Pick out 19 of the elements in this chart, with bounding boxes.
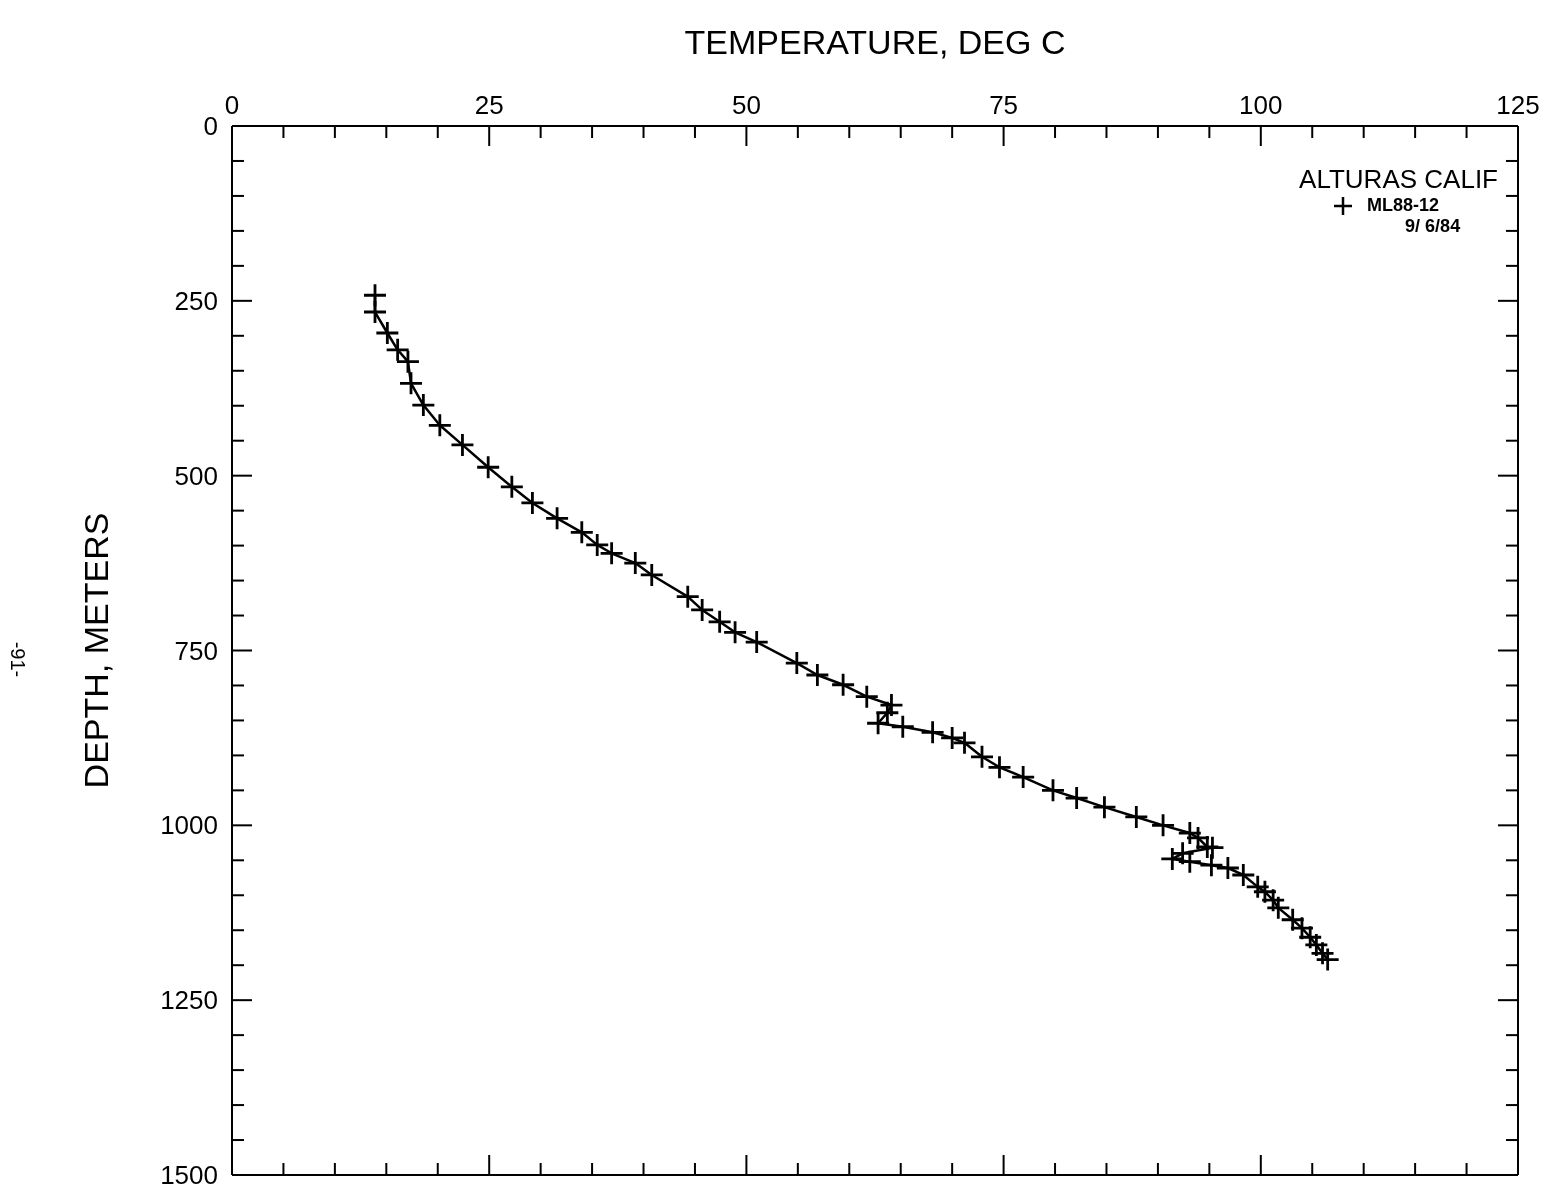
y-tick-label: 1000 [160, 810, 218, 841]
y-tick-label: 250 [174, 285, 218, 316]
x-tick-label: 0 [224, 90, 240, 120]
y-tick-label: 1250 [160, 985, 218, 1016]
x-axis-title: TEMPERATURE, DEG C [684, 23, 1066, 61]
x-tick-label: 25 [474, 90, 504, 120]
y-tick-label: 0 [203, 111, 218, 142]
legend-title: ALTURAS CALIF [1299, 164, 1498, 195]
y-axis-title: DEPTH, METERS [77, 512, 115, 789]
x-tick-label: 100 [1239, 90, 1283, 120]
y-tick-label: 1500 [160, 1160, 218, 1191]
text: -91- [6, 641, 30, 678]
y-tick-label: 750 [174, 635, 218, 666]
x-tick-label: 50 [731, 90, 761, 120]
y-tick-label: 500 [174, 460, 218, 491]
legend-label: ML88-12 [1367, 195, 1440, 216]
x-tick-label: 75 [989, 90, 1019, 120]
annotation: 9/ 6/84 [1405, 216, 1462, 237]
x-tick-label: 125 [1496, 90, 1540, 120]
